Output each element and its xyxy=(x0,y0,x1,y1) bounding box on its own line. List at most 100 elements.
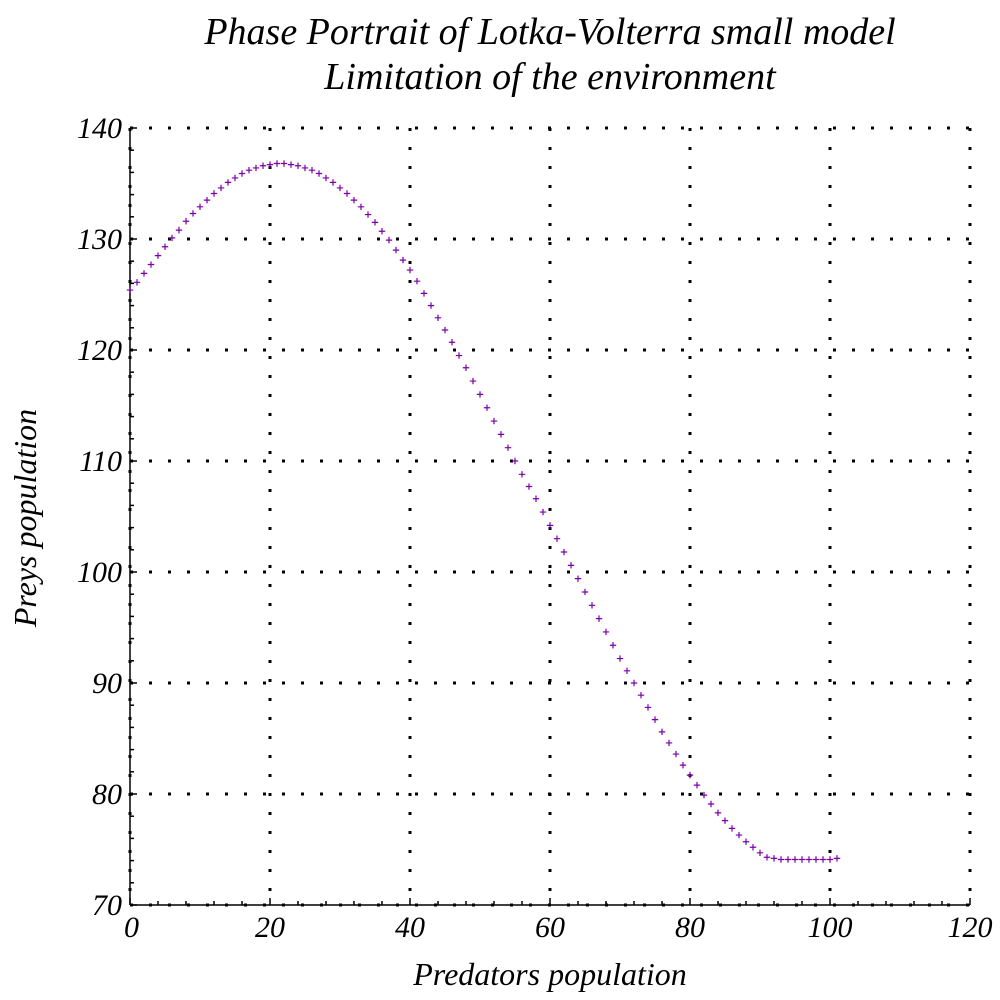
data-point xyxy=(644,704,652,711)
data-point xyxy=(546,522,554,529)
data-point xyxy=(224,179,232,186)
data-point xyxy=(532,495,540,502)
data-point xyxy=(490,417,498,425)
data-point xyxy=(126,286,134,294)
data-point xyxy=(217,184,225,192)
x-tick-label: 80 xyxy=(675,911,705,944)
data-point xyxy=(651,716,659,723)
data-point xyxy=(672,750,680,758)
data-point xyxy=(434,314,442,322)
data-point xyxy=(483,404,491,411)
data-point xyxy=(350,196,358,204)
data-point xyxy=(238,170,246,177)
data-point xyxy=(637,692,645,699)
data-point xyxy=(812,856,820,863)
data-point xyxy=(742,838,750,845)
data-point xyxy=(602,628,610,636)
data-point xyxy=(413,277,421,285)
data-point xyxy=(819,856,827,863)
data-point xyxy=(595,615,603,622)
data-point xyxy=(266,161,274,168)
data-point xyxy=(343,190,351,197)
data-point xyxy=(805,856,813,863)
y-tick-label: 70 xyxy=(92,889,122,922)
data-point xyxy=(630,679,638,687)
data-point xyxy=(371,219,379,226)
data-point xyxy=(154,252,162,259)
data-point xyxy=(231,174,239,182)
data-point xyxy=(462,364,470,371)
data-point xyxy=(287,161,295,168)
y-tick-label: 90 xyxy=(92,667,122,700)
x-axis-label: Predators population xyxy=(412,956,686,992)
data-point xyxy=(518,471,526,478)
data-point xyxy=(210,190,218,197)
data-point xyxy=(336,184,344,192)
x-tick-label: 20 xyxy=(255,911,285,944)
data-point xyxy=(798,856,806,863)
data-point xyxy=(567,562,575,569)
data-point xyxy=(189,210,197,217)
data-point xyxy=(735,831,743,839)
x-tick-label: 60 xyxy=(535,911,565,944)
data-point xyxy=(560,548,568,556)
data-point xyxy=(175,226,183,234)
data-point xyxy=(385,236,393,244)
data-point xyxy=(147,261,155,268)
data-point xyxy=(539,508,547,516)
data-point xyxy=(784,856,792,863)
data-point xyxy=(665,739,673,747)
x-tick-label: 0 xyxy=(124,911,139,944)
data-point xyxy=(588,602,596,609)
data-point xyxy=(707,800,715,808)
y-tick-label: 100 xyxy=(77,556,122,589)
data-series xyxy=(126,160,841,863)
x-tick-labels: 0 20 40 60 80 100 120 xyxy=(124,911,993,944)
data-point xyxy=(259,162,267,169)
data-point xyxy=(294,162,302,169)
x-tick-label: 120 xyxy=(948,911,993,944)
data-point xyxy=(511,457,519,465)
data-point xyxy=(616,655,624,662)
data-point xyxy=(504,444,512,451)
data-point xyxy=(497,431,505,438)
y-axis-label: Preys population xyxy=(7,409,43,628)
data-point xyxy=(749,844,757,851)
data-point xyxy=(700,791,708,799)
data-point xyxy=(392,246,400,254)
data-point xyxy=(476,391,484,398)
data-point xyxy=(770,855,778,862)
data-point xyxy=(329,179,337,186)
data-point xyxy=(427,302,435,309)
y-tick-labels: 70 80 90 100 110 120 130 140 xyxy=(77,112,122,922)
data-point xyxy=(763,854,771,861)
data-point xyxy=(280,160,288,167)
data-point xyxy=(658,728,666,736)
data-point xyxy=(133,279,141,286)
data-point xyxy=(161,243,169,250)
data-point xyxy=(609,642,617,649)
data-point xyxy=(378,228,386,235)
data-point xyxy=(182,218,190,225)
y-tick-label: 130 xyxy=(77,223,122,256)
data-point xyxy=(140,270,148,277)
data-point xyxy=(525,483,533,490)
data-point xyxy=(245,166,253,174)
data-point xyxy=(714,809,722,817)
data-point xyxy=(322,174,330,182)
chart-title: Phase Portrait of Lotka-Volterra small m… xyxy=(203,11,895,53)
x-tick-label: 100 xyxy=(808,911,853,944)
data-point xyxy=(364,211,372,218)
data-point xyxy=(756,849,764,857)
data-point xyxy=(168,234,176,242)
data-point xyxy=(679,761,687,769)
data-point xyxy=(728,825,736,832)
y-tick-label: 110 xyxy=(79,445,122,478)
y-tick-label: 80 xyxy=(92,778,122,811)
data-point xyxy=(623,667,631,674)
data-point xyxy=(833,855,841,862)
y-tick-label: 120 xyxy=(77,334,122,367)
data-point xyxy=(203,196,211,204)
grid xyxy=(128,126,972,907)
data-point xyxy=(357,203,365,211)
